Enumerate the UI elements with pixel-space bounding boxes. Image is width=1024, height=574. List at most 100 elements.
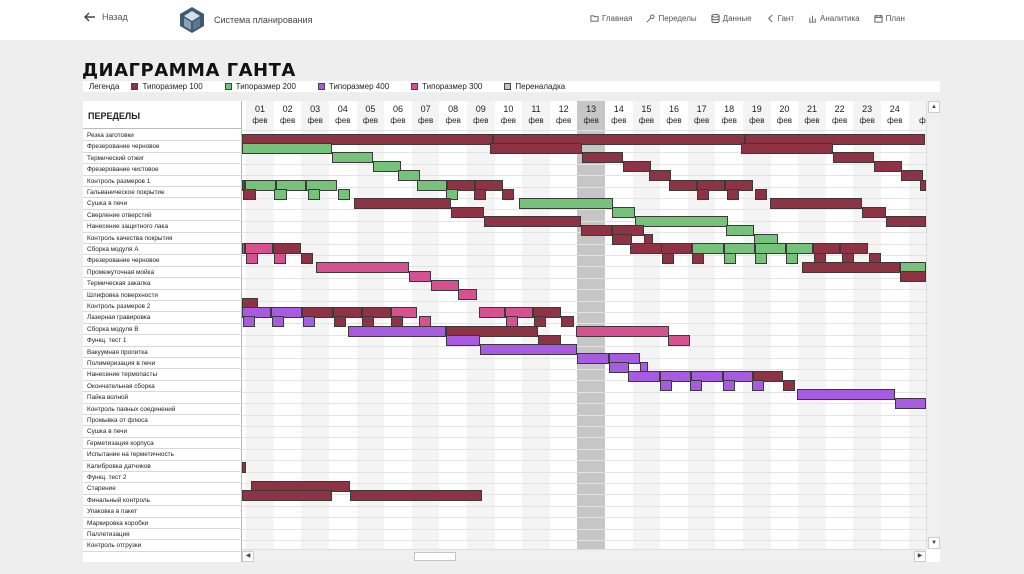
scroll-left-button[interactable]: ◀ (242, 551, 254, 562)
nav-gantt[interactable]: Гант (766, 14, 794, 23)
task-bar[interactable] (243, 316, 255, 328)
task-bar[interactable] (447, 179, 475, 191)
task-bar[interactable] (242, 489, 332, 501)
task-bar[interactable] (630, 243, 662, 255)
task-bar[interactable] (668, 334, 690, 346)
nav-stages[interactable]: Переделы (646, 14, 697, 23)
task-bar[interactable] (308, 188, 320, 200)
task-bar[interactable] (690, 380, 702, 392)
task-bar[interactable] (755, 243, 786, 255)
task-bar[interactable] (417, 179, 447, 191)
vertical-scrollbar[interactable]: ▲ ▼ (926, 101, 940, 549)
task-bar[interactable] (752, 380, 764, 392)
task-bar[interactable] (840, 243, 868, 255)
task-bar[interactable] (493, 134, 745, 145)
task-bar[interactable] (635, 216, 728, 228)
task-bar[interactable] (242, 462, 246, 474)
task-bar[interactable] (273, 243, 301, 255)
task-bar[interactable] (354, 197, 451, 209)
task-bar[interactable] (276, 179, 306, 191)
task-bar[interactable] (274, 252, 286, 264)
task-bar[interactable] (660, 371, 691, 383)
task-bar[interactable] (458, 289, 477, 301)
task-bar[interactable] (480, 343, 577, 355)
task-bar[interactable] (348, 325, 446, 337)
task-bar[interactable] (533, 307, 561, 319)
task-bar[interactable] (306, 179, 337, 191)
task-bar[interactable] (576, 325, 669, 337)
nav-plan[interactable]: План (874, 14, 905, 23)
task-bar[interactable] (505, 307, 533, 319)
task-bar[interactable] (479, 307, 505, 319)
task-bar[interactable] (373, 161, 401, 173)
task-bar[interactable] (484, 216, 581, 228)
task-bar[interactable] (802, 261, 900, 273)
task-bar[interactable] (272, 316, 284, 328)
task-bar[interactable] (723, 371, 753, 383)
task-bar[interactable] (475, 179, 503, 191)
scroll-up-button[interactable]: ▲ (928, 101, 940, 113)
task-bar[interactable] (582, 152, 623, 164)
task-bar[interactable] (745, 134, 925, 145)
task-bar[interactable] (490, 143, 582, 155)
task-bar[interactable] (628, 371, 660, 383)
task-bar[interactable] (303, 316, 315, 328)
task-bar[interactable] (398, 170, 420, 182)
task-bar[interactable] (274, 188, 287, 200)
task-bar[interactable] (242, 143, 332, 155)
task-bar[interactable] (246, 252, 258, 264)
task-bar[interactable] (474, 188, 486, 200)
task-bar[interactable] (446, 325, 538, 337)
task-bar[interactable] (741, 143, 833, 155)
task-bar[interactable] (727, 188, 739, 200)
brand[interactable]: Система планирования (178, 6, 312, 34)
task-bar[interactable] (242, 243, 245, 255)
task-bar[interactable] (446, 334, 480, 346)
task-bar[interactable] (691, 371, 723, 383)
task-bar[interactable] (920, 179, 926, 191)
task-bar[interactable] (886, 216, 926, 228)
task-bar[interactable] (661, 243, 692, 255)
task-bar[interactable] (660, 380, 672, 392)
back-button[interactable]: Назад (84, 12, 128, 22)
task-bar[interactable] (431, 279, 459, 291)
task-bar[interactable] (362, 307, 391, 319)
scroll-down-button[interactable]: ▼ (928, 537, 940, 549)
task-bar[interactable] (783, 380, 795, 392)
task-bar[interactable] (334, 316, 346, 328)
task-bar[interactable] (612, 206, 635, 218)
task-bar[interactable] (271, 307, 302, 319)
task-bar[interactable] (409, 270, 431, 282)
task-bar[interactable] (332, 152, 373, 164)
horizontal-scrollbar[interactable]: ◀ ▶ (242, 549, 926, 562)
task-bar[interactable] (726, 225, 754, 237)
task-bar[interactable] (242, 307, 271, 319)
task-bar[interactable] (243, 188, 256, 200)
task-bar[interactable] (692, 243, 724, 255)
task-bar[interactable] (786, 252, 798, 264)
task-bar[interactable] (338, 188, 350, 200)
task-bar[interactable] (724, 252, 736, 264)
task-bar[interactable] (245, 179, 276, 191)
task-bar[interactable] (350, 489, 482, 501)
task-bar[interactable] (724, 243, 755, 255)
task-bar[interactable] (561, 316, 574, 328)
task-bar[interactable] (723, 380, 735, 392)
task-bar[interactable] (391, 307, 417, 319)
task-bar[interactable] (900, 270, 926, 282)
task-bar[interactable] (662, 252, 674, 264)
task-bar[interactable] (623, 161, 651, 173)
task-bar[interactable] (534, 316, 546, 328)
task-bar[interactable] (697, 179, 725, 191)
task-bar[interactable] (862, 206, 886, 218)
horizontal-scroll-thumb[interactable] (414, 552, 456, 561)
task-bar[interactable] (581, 225, 612, 237)
task-bar[interactable] (692, 252, 704, 264)
task-bar[interactable] (577, 352, 609, 364)
task-bar[interactable] (755, 252, 767, 264)
task-bar[interactable] (753, 371, 783, 383)
nav-home[interactable]: Главная (590, 14, 632, 23)
gantt-grid[interactable]: в01фев02фев03фев04фев05фев06фев07фев08фе… (242, 101, 926, 549)
task-bar[interactable] (446, 188, 458, 200)
nav-analytics[interactable]: Аналитика (808, 14, 860, 23)
